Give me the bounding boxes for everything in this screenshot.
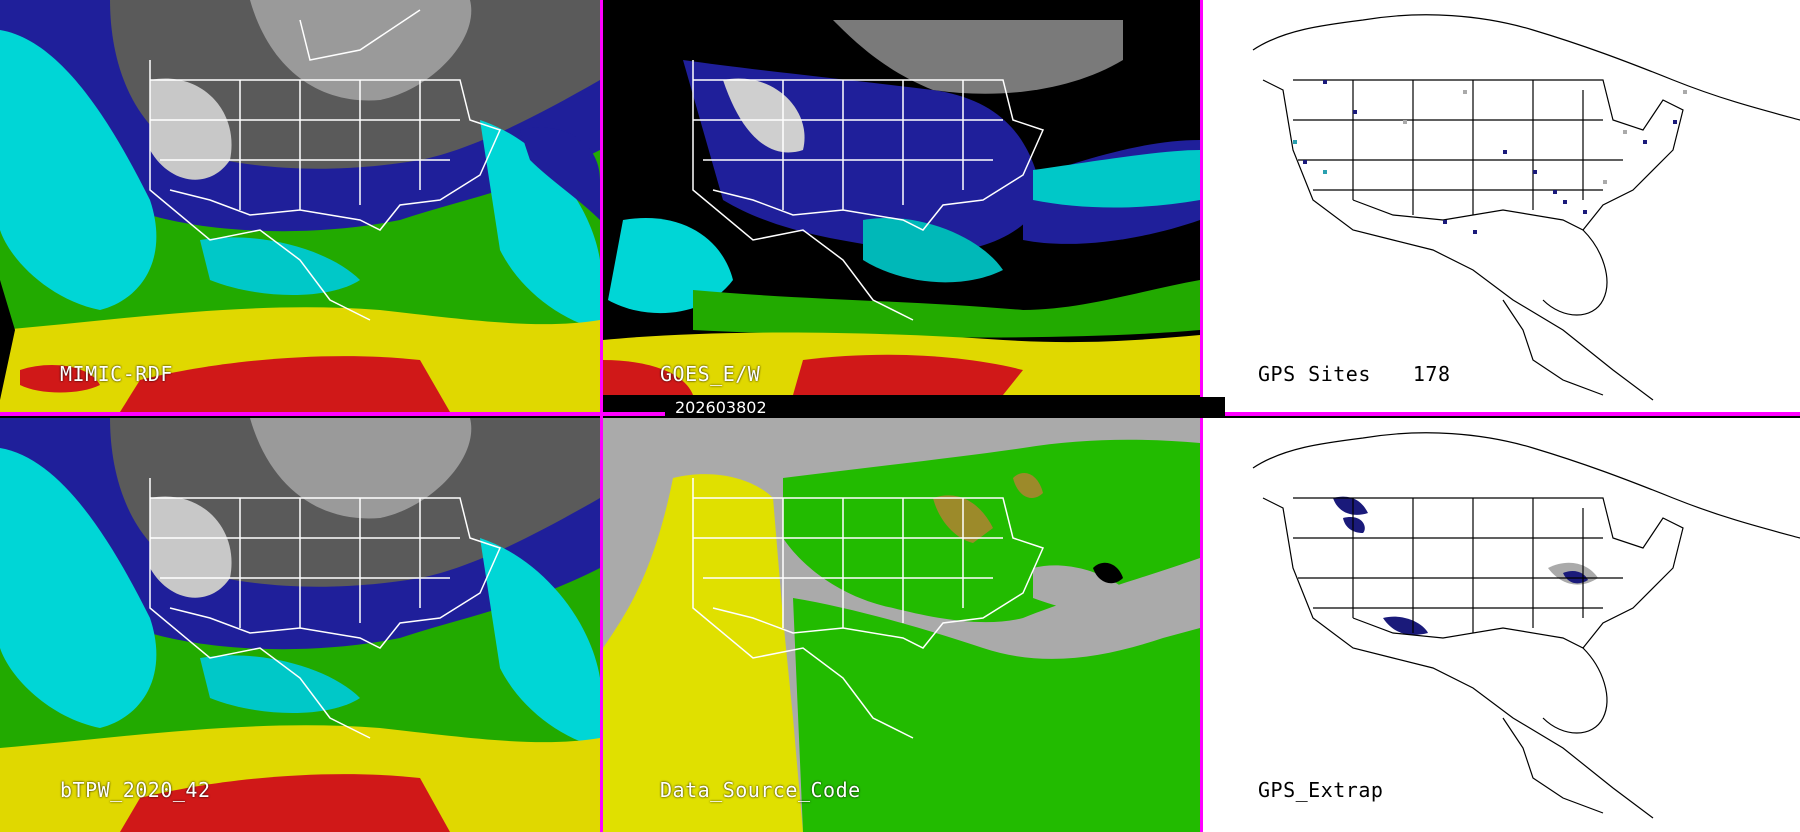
panel-btpw: bTPW_2020_42 [0, 418, 600, 832]
gps-site-markers [1293, 80, 1687, 234]
panel-label: GPS Sites 178 [1258, 362, 1451, 386]
panel-gps-extrap: GPS_Extrap [1203, 418, 1800, 832]
panel-mimic-rdf: MIMIC-RDF [0, 0, 600, 412]
btpw-map [0, 418, 600, 832]
panel-label: GPS_Extrap [1258, 778, 1384, 802]
panel-label: bTPW_2020_42 [60, 778, 211, 802]
panel-label: GOES_E/W [660, 362, 761, 386]
panel-gps-sites: GPS Sites 178 [1203, 0, 1800, 412]
gps-sites-map [1203, 0, 1800, 412]
gps-sites-count: 178 [1412, 362, 1451, 386]
divider-vertical-left [600, 0, 603, 832]
panel-data-source-code: Data_Source_Code [603, 418, 1200, 832]
panel-label: MIMIC-RDF [60, 362, 173, 386]
panel-label: Data_Source_Code [660, 778, 861, 802]
timestamp-text: 202603802 [675, 398, 767, 417]
goes-map [603, 0, 1200, 412]
timestamp-bar: 202603802 [665, 397, 1225, 418]
tpw-map [0, 0, 600, 412]
gps-extrap-map [1203, 418, 1800, 832]
gps-sites-title: GPS Sites [1258, 362, 1371, 386]
data-source-map [603, 418, 1200, 832]
panel-goes: GOES_E/W [603, 0, 1200, 412]
